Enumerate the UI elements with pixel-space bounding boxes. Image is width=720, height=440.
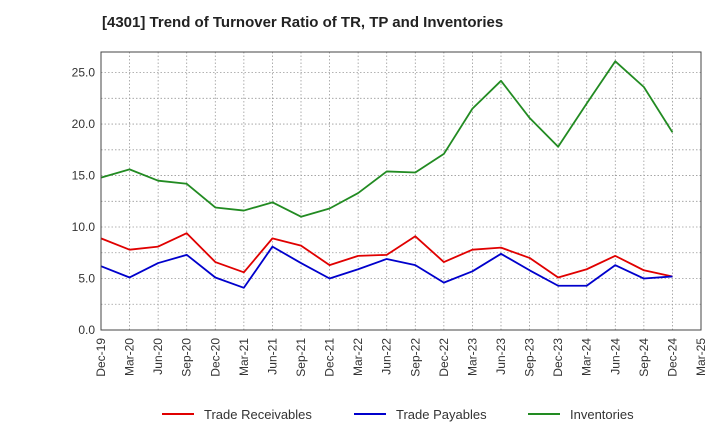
x-tick-label: Dec-23 — [551, 338, 565, 377]
x-tick-label: Sep-22 — [408, 338, 422, 377]
series-line-inventories — [100, 60, 674, 218]
x-tick-label: Dec-20 — [208, 338, 222, 377]
x-tick-label: Jun-22 — [380, 338, 394, 375]
plot-area — [101, 52, 701, 330]
x-tick-label: Dec-19 — [94, 338, 108, 377]
x-tick-label: Sep-23 — [523, 338, 537, 377]
chart-title: [4301] Trend of Turnover Ratio of TR, TP… — [102, 14, 504, 31]
x-tick-label: Jun-21 — [265, 338, 279, 375]
x-tick-label: Jun-20 — [151, 338, 165, 375]
y-tick-label: 5.0 — [78, 272, 95, 286]
x-tick-label: Jun-23 — [494, 338, 508, 375]
y-tick-label: 0.0 — [78, 323, 95, 337]
x-tick-label: Mar-23 — [465, 338, 479, 376]
x-tick-label: Dec-22 — [437, 338, 451, 377]
x-tick-label: Mar-22 — [351, 338, 365, 376]
x-tick-label: Dec-24 — [665, 338, 679, 377]
legend-label-inventories: Inventories — [570, 407, 634, 422]
x-tick-label: Sep-24 — [637, 338, 651, 377]
legend-label-trade-payables: Trade Payables — [396, 407, 487, 422]
x-tick-label: Mar-25 — [694, 338, 708, 376]
y-tick-label: 25.0 — [72, 66, 96, 80]
y-tick-label: 15.0 — [72, 169, 96, 183]
x-tick-label: Sep-21 — [294, 338, 308, 377]
x-tick-label: Mar-21 — [237, 338, 251, 376]
x-tick-label: Mar-20 — [123, 338, 137, 376]
legend-label-trade-receivables: Trade Receivables — [204, 407, 312, 422]
y-tick-label: 10.0 — [72, 220, 96, 234]
x-tick-label: Jun-24 — [608, 338, 622, 375]
x-tick-label: Sep-20 — [180, 338, 194, 377]
x-tick-label: Mar-24 — [580, 338, 594, 376]
series-line-trade-payables — [100, 245, 673, 289]
y-tick-label: 20.0 — [72, 117, 96, 131]
x-tick-label: Dec-21 — [323, 338, 337, 377]
series-line-trade-receivables — [100, 232, 673, 279]
plot-border — [100, 51, 702, 331]
